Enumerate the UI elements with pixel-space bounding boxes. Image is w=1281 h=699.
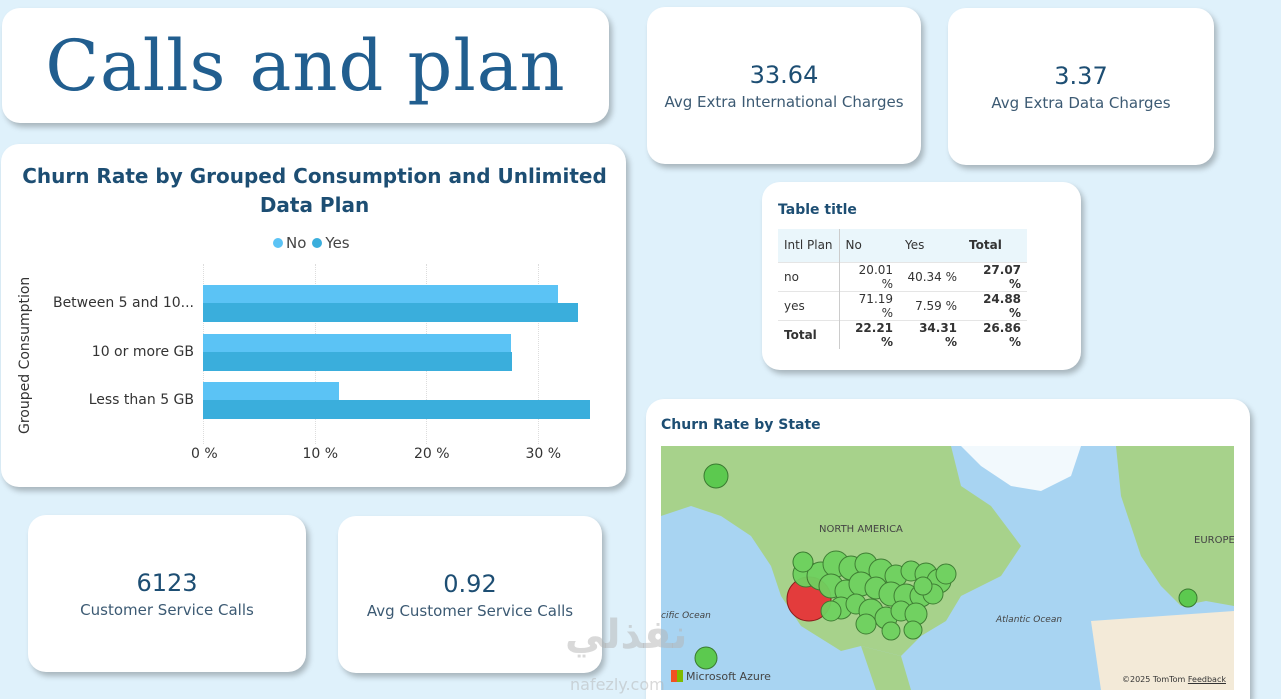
bar-no[interactable] [203,285,558,304]
table-cell: 40.34 % [899,261,964,291]
kpi-card-service-calls[interactable]: 6123 Customer Service Calls [28,515,306,672]
bar-no[interactable] [203,382,340,401]
table-cell: 27.07 % [963,261,1028,291]
kpi-label: Avg Customer Service Calls [366,601,574,620]
x-tick-label: 30 % [525,446,562,462]
churn-bar-chart[interactable]: Churn Rate by Grouped Consumption and Un… [1,144,626,487]
y-category-label: Less than 5 GB [88,392,194,408]
ms-logo-icon [671,670,683,682]
legend-dot-icon [312,238,323,248]
table-title: Table title [778,202,857,218]
map-bubble[interactable] [703,463,729,489]
row-label: no [778,261,840,291]
y-category-label: 10 or more GB [91,344,194,360]
kpi-card-avg-service-calls[interactable]: 0.92 Avg Customer Service Calls [338,516,602,673]
table-row[interactable]: no 20.01 % 40.34 % 27.07 % [778,261,1028,291]
table-cell: 26.86 % [963,319,1028,349]
watermark-url: nafezly.com [570,675,665,694]
row-label: yes [778,290,840,320]
kpi-label: Customer Service Calls [80,600,254,619]
africa-land [1091,611,1234,690]
map-bubble[interactable] [694,646,718,670]
map-svg [661,446,1234,690]
us-bubble-cluster[interactable] [792,550,957,641]
matrix-table: Intl Plan No Yes Total no 20.01 % 40.34 … [778,229,1028,349]
map-label-north-america: NORTH AMERICA [819,524,903,535]
map-attribution: ©2025 TomTom Feedback [1122,675,1226,684]
bar-yes[interactable] [203,303,578,322]
chart-legend[interactable]: No Yes [273,234,350,252]
map-label-europe: EUROPE [1194,535,1234,546]
legend-label: No [286,234,307,252]
legend-dot-icon [273,238,283,248]
title-card: Calls and plan [2,8,609,123]
gridline [537,264,539,444]
table-cell: 71.19 % [839,290,900,320]
table-row[interactable]: yes 71.19 % 7.59 % 24.88 % [778,290,1028,320]
map-label-atlantic: Atlantic Ocean [996,615,1063,625]
legend-item-yes[interactable]: Yes [312,234,350,252]
col-header[interactable]: Yes [899,229,964,262]
col-header[interactable]: Intl Plan [778,229,840,262]
map-title: Churn Rate by State [661,417,821,433]
map-bubble[interactable] [1178,588,1198,608]
churn-map-card[interactable]: Churn Rate by State [646,399,1250,699]
legend-item-no[interactable]: No [273,234,306,252]
table-cell: 22.21 % [839,319,900,349]
kpi-card-data-charges[interactable]: 3.37 Avg Extra Data Charges [948,8,1214,165]
y-category-label: Between 5 and 10... [52,295,194,311]
greenland-ice [961,446,1081,491]
attribution-text: ©2025 TomTom [1122,675,1186,684]
bar-yes[interactable] [203,352,512,371]
map-label-pacific: cific Ocean [661,611,711,621]
kpi-value: 33.64 [749,60,819,89]
kpi-value: 3.37 [1054,61,1108,90]
x-tick-label: 10 % [302,446,339,462]
bar-no[interactable] [203,334,511,353]
col-header[interactable]: Total [963,229,1028,262]
x-tick-label: 0 % [191,446,218,462]
legend-label: Yes [325,234,350,252]
kpi-value: 6123 [136,568,198,597]
table-cell: 24.88 % [963,290,1028,320]
x-tick-label: 20 % [414,446,450,462]
table-cell: 7.59 % [899,290,964,320]
brand-text: Microsoft Azure [686,670,771,683]
feedback-link[interactable]: Feedback [1187,675,1226,684]
page-title: Calls and plan [45,24,566,107]
bar-yes[interactable] [203,400,590,419]
kpi-label: Avg Extra Data Charges [991,93,1171,112]
kpi-label: Avg Extra International Charges [664,92,904,111]
row-label: Total [778,319,840,349]
table-cell: 34.31 % [899,319,964,349]
watermark: نفذلي [565,612,688,658]
col-header[interactable]: No [839,229,900,262]
intl-plan-table-card[interactable]: Table title Intl Plan No Yes Total no 20… [762,182,1081,370]
map-view[interactable]: NORTH AMERICA EUROPE Atlantic Ocean cifi… [661,446,1234,690]
table-cell: 20.01 % [839,261,900,291]
chart-title: Churn Rate by Grouped Consumption and Un… [22,164,607,217]
kpi-card-intl-charges[interactable]: 33.64 Avg Extra International Charges [647,7,921,164]
europe-land [1116,446,1234,606]
map-bubble[interactable] [792,551,814,573]
table-total-row[interactable]: Total 22.21 % 34.31 % 26.86 % [778,319,1028,349]
central-america-land [861,646,911,690]
kpi-value: 0.92 [443,569,497,598]
microsoft-azure-logo: Microsoft Azure [671,670,771,683]
